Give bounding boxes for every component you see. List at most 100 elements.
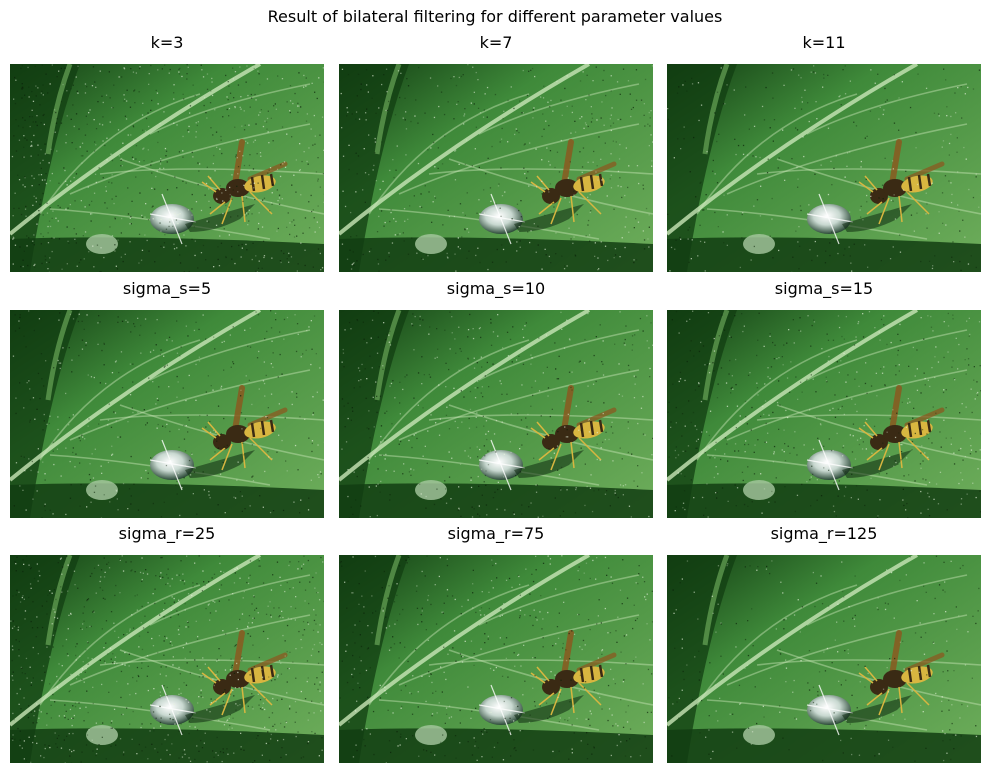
wasp-thorax: [555, 425, 579, 443]
wasp-shadow: [514, 695, 584, 723]
wasp-shadow: [185, 204, 255, 232]
leaf-vein: [706, 208, 928, 240]
wasp-wing: [904, 652, 945, 673]
panel-title: sigma_r=75: [447, 524, 545, 543]
image-noise: [340, 64, 653, 272]
wasp-wing: [232, 630, 245, 678]
image-noise: [10, 555, 324, 763]
small-water-drop: [743, 234, 775, 254]
small-water-drop: [415, 480, 447, 500]
wasp: [201, 385, 288, 471]
wasp-shadow: [842, 695, 912, 723]
panel-title: k=7: [479, 33, 513, 52]
panel-title: sigma_s=10: [446, 279, 546, 298]
leaf-vein: [149, 574, 311, 626]
drop-sparkle: [478, 193, 526, 245]
panel-title: k=3: [150, 33, 184, 52]
leaf-vein: [726, 369, 968, 441]
leaf-underside: [667, 483, 981, 518]
panel-title: sigma_r=25: [118, 524, 216, 543]
wasp-legs: [858, 666, 930, 716]
leaf-vein: [49, 454, 271, 486]
leaf-vein: [49, 699, 271, 731]
wasp-legs: [530, 175, 602, 225]
leaf-midrib: [339, 64, 590, 236]
wasp-stripes: [250, 664, 275, 683]
leaf-underside: [339, 483, 653, 518]
leaf-vein: [696, 584, 858, 706]
leaf-vein: [69, 369, 311, 441]
leaf-midrib: [667, 310, 918, 482]
filtered-image: [339, 310, 653, 518]
wasp-shadow: [842, 450, 912, 478]
leaf-underside: [667, 728, 981, 763]
small-water-drop: [415, 234, 447, 254]
image-noise: [341, 310, 653, 518]
leaf-vein: [726, 614, 968, 686]
leaf-vein: [806, 574, 968, 626]
wasp-thorax: [226, 425, 250, 443]
image-noise: [12, 310, 324, 518]
leaf-vein: [706, 454, 928, 486]
wasp-legs: [530, 666, 602, 716]
wasp-head: [542, 679, 560, 695]
leaf-vein: [806, 83, 968, 135]
panel-title: sigma_r=125: [770, 524, 878, 543]
leaf-highlight: [702, 310, 730, 401]
wasp-legs: [201, 175, 273, 225]
filtered-image: [667, 310, 981, 518]
wasp-wing: [561, 139, 574, 187]
leaf-highlight: [45, 64, 73, 155]
leaf-vein: [706, 699, 928, 731]
leaf-midrib: [10, 555, 261, 727]
figure-title: Result of bilateral filtering for differ…: [267, 7, 723, 26]
leaf-vein: [149, 329, 311, 381]
wasp-shadow: [185, 450, 255, 478]
leaf-underside: [10, 237, 324, 272]
wasp-wing: [247, 652, 288, 673]
leaf-vein: [398, 614, 640, 686]
leaf-vein: [696, 93, 858, 215]
wasp-wing: [889, 385, 902, 433]
wasp-thorax: [883, 179, 907, 197]
wasp-stripes: [907, 419, 932, 438]
wasp-head: [870, 188, 888, 204]
filtered-image: [339, 555, 653, 763]
wasp-thorax: [883, 670, 907, 688]
wasp-stripes: [250, 419, 275, 438]
leaf-vein: [398, 123, 640, 195]
leaf-vein: [69, 123, 311, 195]
image-noise: [11, 64, 324, 272]
leaf-midrib: [339, 310, 590, 482]
wasp-shadow: [842, 204, 912, 232]
wasp-stripes: [907, 173, 932, 192]
wasp-head: [870, 679, 888, 695]
leaf-highlight: [702, 64, 730, 155]
wasp-wing: [904, 407, 945, 428]
leaf-underside: [10, 483, 324, 518]
wasp: [201, 139, 288, 225]
leaf-highlight: [45, 555, 73, 646]
wasp-shadow: [514, 204, 584, 232]
filtered-image: [667, 64, 981, 272]
leaf-midrib: [667, 555, 918, 727]
wasp-wing: [904, 161, 945, 182]
drop-sparkle: [806, 439, 854, 491]
wasp-stripes: [579, 419, 604, 438]
panel-title: sigma_s=15: [774, 279, 874, 298]
drop-sparkle: [149, 684, 197, 736]
filtered-image: [339, 64, 653, 272]
wasp-legs: [530, 421, 602, 471]
panel-title: k=11: [802, 33, 846, 52]
small-water-drop: [415, 725, 447, 745]
leaf-vein: [726, 123, 968, 195]
wasp-head: [542, 434, 560, 450]
leaf-underside: [339, 728, 653, 763]
image-noise: [667, 64, 981, 272]
wasp-wing: [232, 385, 245, 433]
leaf-vein: [49, 208, 271, 240]
leaf-midrib: [339, 555, 590, 727]
wasp: [530, 139, 617, 225]
leaf-highlight: [374, 310, 402, 401]
wasp-shadow: [514, 450, 584, 478]
